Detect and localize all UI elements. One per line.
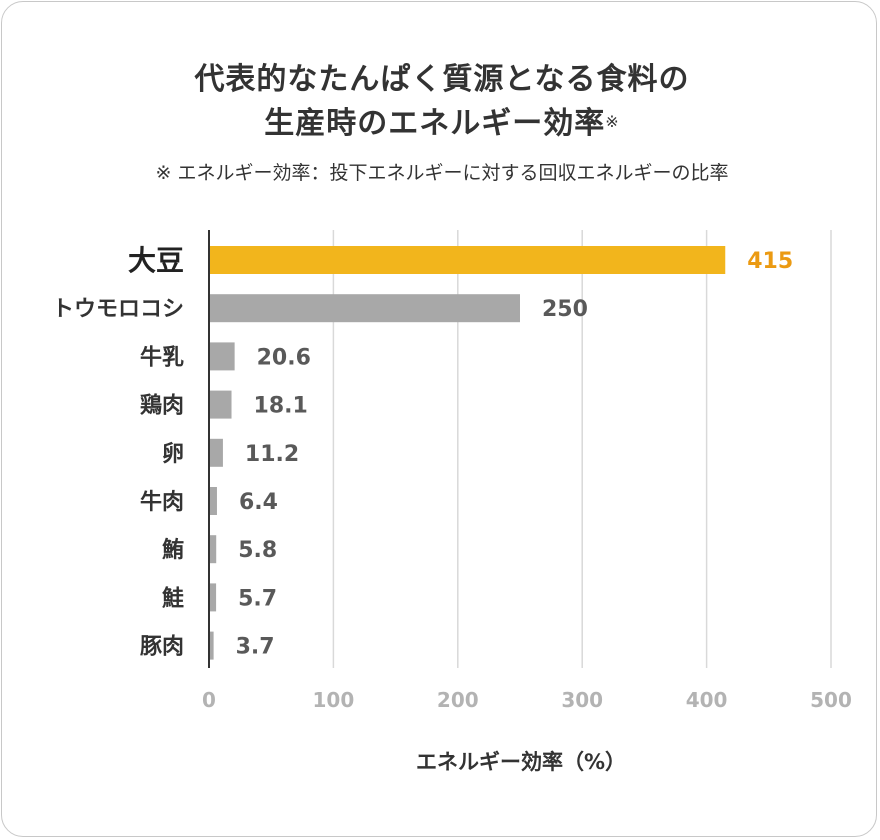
bar bbox=[209, 438, 223, 467]
category-label: 牛乳 bbox=[140, 344, 184, 370]
data-label: 5.8 bbox=[238, 538, 277, 563]
data-label: 250 bbox=[542, 297, 588, 322]
data-label: 3.7 bbox=[236, 635, 275, 660]
x-axis-label: エネルギー効率（%） bbox=[415, 750, 627, 774]
x-tick-label: 100 bbox=[313, 688, 355, 712]
data-label: 20.6 bbox=[257, 345, 311, 370]
category-label: 鶏肉 bbox=[140, 394, 184, 419]
bar bbox=[209, 487, 217, 515]
bar bbox=[209, 631, 214, 660]
category-label: 牛肉 bbox=[140, 489, 184, 515]
data-label: 5.7 bbox=[238, 586, 277, 611]
x-tick-label: 400 bbox=[686, 688, 728, 712]
bar bbox=[209, 246, 726, 274]
category-label: 卵 bbox=[162, 442, 184, 467]
x-tick-label: 300 bbox=[561, 688, 603, 712]
data-label: 415 bbox=[747, 249, 793, 274]
data-label: 11.2 bbox=[245, 442, 299, 467]
x-tick-label: 200 bbox=[437, 688, 479, 712]
data-label: 18.1 bbox=[254, 394, 308, 419]
category-label: 鮭 bbox=[162, 586, 184, 611]
category-label: トウモロコシ bbox=[52, 297, 184, 322]
bar bbox=[209, 535, 217, 564]
bar bbox=[209, 390, 232, 419]
data-label: 6.4 bbox=[239, 490, 278, 515]
category-label: 大豆 bbox=[128, 244, 184, 277]
x-tick-label: 500 bbox=[810, 688, 852, 712]
category-label: 鮪 bbox=[162, 537, 184, 563]
chart-title-line2-wrap: 生産時のエネルギー効率※ bbox=[2, 104, 880, 144]
chart-title-line2: 生産時のエネルギー効率 bbox=[264, 106, 606, 141]
bar bbox=[209, 342, 235, 371]
chart-title-line1: 代表的なたんぱく質源となる食料の bbox=[194, 62, 690, 97]
footnote: ※ エネルギー効率：投下エネルギーに対する回収エネルギーの比率 bbox=[155, 162, 729, 184]
title-footnote-mark: ※ bbox=[605, 112, 620, 131]
bar bbox=[209, 294, 520, 323]
bar bbox=[209, 583, 217, 612]
x-tick-label: 0 bbox=[202, 688, 216, 712]
category-label: 豚肉 bbox=[140, 635, 184, 660]
